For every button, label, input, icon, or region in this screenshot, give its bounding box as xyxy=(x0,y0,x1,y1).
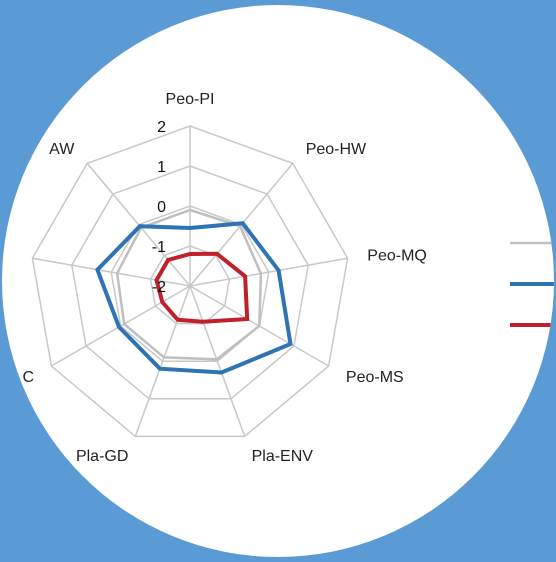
axis-label: Peo-PI xyxy=(166,91,215,108)
grid-ring xyxy=(110,205,270,362)
series-line-3 xyxy=(154,251,250,324)
tick-label: 1 xyxy=(157,159,166,176)
legend xyxy=(510,241,554,327)
tick-label: -1 xyxy=(152,239,166,256)
chart-disc xyxy=(2,5,554,557)
grid-ring xyxy=(71,165,309,400)
axis-label: Pla-GD xyxy=(76,448,128,465)
tick-label: 2 xyxy=(157,119,166,136)
grid-spoke xyxy=(189,257,348,287)
series-line-2 xyxy=(95,221,293,375)
tick-label: 0 xyxy=(157,199,166,216)
grid-spoke xyxy=(134,285,191,437)
axis-label: Peo-MS xyxy=(346,369,404,386)
axis-label: Peo-HW xyxy=(306,141,367,158)
tick-label: -2 xyxy=(152,279,166,296)
axis-labels: Peo-PI Peo-HW Peo-MQ Peo-MS Pla-ENV Pla-GD C AW xyxy=(23,91,427,465)
axis-label: AW xyxy=(49,141,75,158)
grid-spoke xyxy=(32,257,191,287)
axis-label: Peo-MQ xyxy=(367,248,427,265)
grid-ring xyxy=(149,245,231,325)
radar-series xyxy=(95,208,293,375)
grid-ring xyxy=(31,125,349,438)
tick-labels: -2 -1 0 1 2 xyxy=(152,119,166,296)
axis-label: Pla-ENV xyxy=(252,448,314,465)
series-line-1 xyxy=(115,208,263,361)
axis-label: C xyxy=(23,369,35,386)
grid-spoke xyxy=(189,285,246,437)
